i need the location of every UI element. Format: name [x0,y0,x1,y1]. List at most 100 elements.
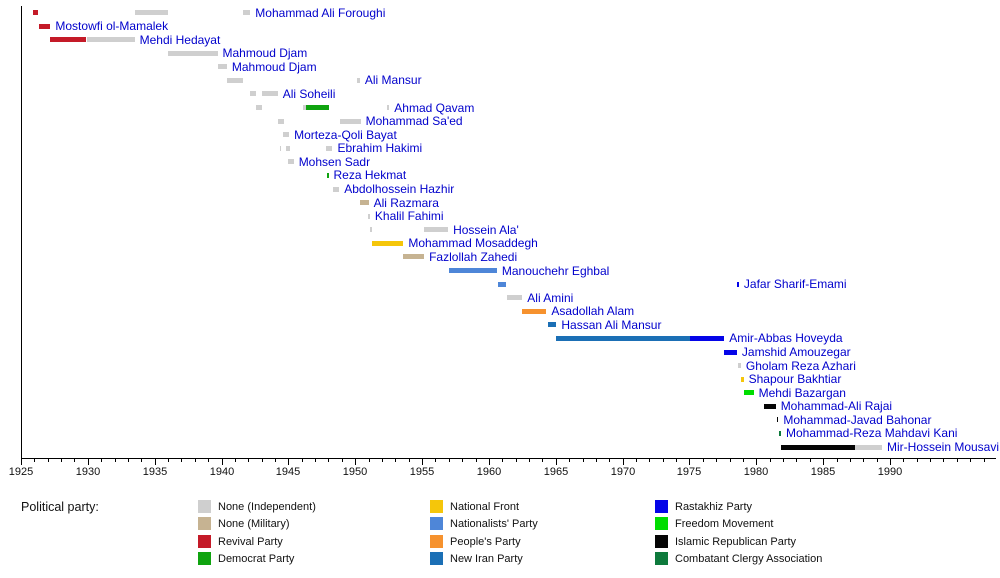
axis-tick-label: 1945 [275,466,301,478]
pm-name-label: Mohammad Ali Foroughi [255,6,386,20]
legend-label-mil: None (Military) [218,518,290,531]
legend-swatch-democrat [198,552,211,566]
legend-swatch-revival [198,534,211,548]
term-bar [168,51,218,56]
axis-minor-tick [115,459,116,462]
axis-tick-label: 1940 [209,466,235,478]
x-axis-spine [21,458,996,459]
axis-minor-tick [395,459,396,462]
pm-name-label: Mohammad-Ali Rajai [780,399,893,413]
term-bar [277,119,284,124]
axis-major-tick [355,459,356,465]
pm-name-label: Gholam Reza Azhari [745,359,856,373]
legend-swatch-rastakhiz [655,500,668,513]
term-bar [424,227,449,232]
term-bar [262,91,278,96]
axis-minor-tick [703,459,704,462]
term-bar [556,336,691,341]
axis-major-tick [823,459,824,465]
term-bar [339,119,361,124]
term-bar [359,200,369,205]
axis-major-tick [623,459,624,465]
term-bar [39,24,51,29]
term-bar [724,350,737,355]
legend-swatch-newiran [430,552,443,566]
axis-tick-label: 1975 [676,466,702,478]
axis-minor-tick [649,459,650,462]
axis-tick-label: 1965 [543,466,569,478]
pm-name-label: Mahmoud Djam [222,46,308,60]
term-bar [367,214,370,219]
axis-minor-tick [810,459,811,462]
axis-minor-tick [796,459,797,462]
axis-minor-tick [449,459,450,462]
axis-minor-tick [195,459,196,462]
legend-label-nf: National Front [450,501,520,513]
axis-major-tick [422,459,423,465]
pm-name-label: Jafar Sharif-Emami [743,277,847,291]
axis-minor-tick [930,459,931,462]
term-bar [217,64,227,69]
term-bar [779,431,781,436]
legend-label-revival: Revival Party [218,535,283,548]
axis-minor-tick [943,459,944,462]
axis-major-tick [155,459,156,465]
axis-minor-tick [917,459,918,462]
axis-minor-tick [850,459,851,462]
axis-minor-tick [235,459,236,462]
term-bar [448,268,497,273]
axis-minor-tick [569,459,570,462]
term-bar [134,10,168,15]
axis-minor-tick [302,459,303,462]
axis-minor-tick [783,459,784,462]
axis-minor-tick [770,459,771,462]
axis-minor-tick [61,459,62,462]
pm-name-label: Ebrahim Hakimi [337,141,423,155]
axis-minor-tick [609,459,610,462]
legend-swatch-mil [198,517,211,531]
term-bar [285,146,291,151]
legend-swatch-ind [198,500,211,513]
axis-minor-tick [369,459,370,462]
term-bar [522,309,547,314]
term-bar [855,445,882,450]
term-bar [403,254,425,259]
axis-tick-label: 1960 [476,466,502,478]
legend-label-democrat: Democrat Party [218,553,295,566]
pm-name-label: Fazlollah Zahedi [429,250,518,264]
pm-name-label: Ali Mansur [364,73,422,87]
pm-name-label: Ali Amini [527,291,574,305]
pm-name-label: Ali Soheili [282,87,336,101]
term-bar [250,91,257,96]
axis-major-tick [689,459,690,465]
axis-minor-tick [984,459,985,462]
legend-title: Political party: [21,500,99,514]
axis-minor-tick [181,459,182,462]
axis-minor-tick [877,459,878,462]
axis-minor-tick [275,459,276,462]
term-bar [736,282,739,287]
pm-name-label: Ahmad Qavam [394,101,475,115]
term-bar [33,10,39,15]
pm-name-label: Mehdi Bazargan [758,386,846,400]
axis-minor-tick [248,459,249,462]
pm-name-label: Mohammad-Reza Mahdavi Kani [786,426,958,440]
axis-minor-tick [409,459,410,462]
axis-tick-label: 1955 [409,466,435,478]
axis-major-tick [489,459,490,465]
axis-minor-tick [48,459,49,462]
legend-swatch-irp [655,534,668,548]
term-bar [279,146,281,151]
y-axis-spine [21,6,22,458]
axis-minor-tick [676,459,677,462]
pm-name-label: Abdolhossein Hazhir [344,182,455,196]
legend-label-freedom: Freedom Movement [675,518,774,531]
pm-name-label: Mohsen Sadr [298,155,371,169]
term-bar [547,322,557,327]
axis-minor-tick [34,459,35,462]
legend-label-newiran: New Iran Party [450,553,523,566]
legend-label-nat: Nationalists' Party [450,518,538,531]
legend-label-ind: None (Independent) [218,501,316,513]
pm-name-label: Mohammad Mosaddegh [408,236,538,250]
